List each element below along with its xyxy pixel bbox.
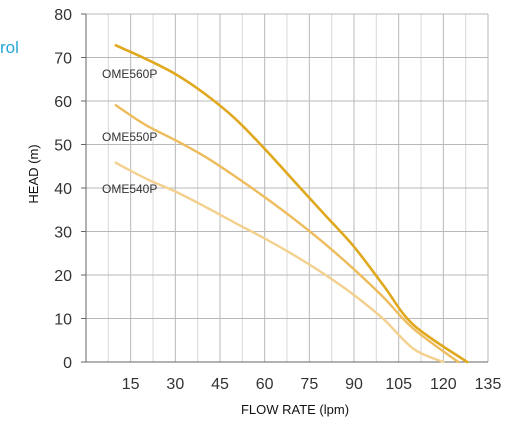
series-line-ome540p [114,161,445,364]
y-tick-label: 80 [54,7,72,24]
chart-labels: 0 10 20 30 40 50 60 70 80 15 30 45 60 75 90 105 120 135 OM… [54,7,501,393]
y-tick-label: 40 [54,181,72,198]
y-axis-title: HEAD (m) [26,144,41,203]
x-tick-label: 120 [430,376,457,393]
x-tick-label: 15 [122,376,140,393]
chart-series [114,44,469,364]
x-tick-label: 90 [345,376,363,393]
y-tick-label: 30 [54,225,72,242]
x-tick-label: 45 [211,376,229,393]
x-tick-label: 30 [166,376,184,393]
y-tick-label: 0 [63,355,72,372]
x-axis-title: FLOW RATE (lpm) [241,402,349,417]
chart-axes [81,13,488,363]
series-line-ome550p [114,104,460,364]
series-line-ome560p [114,44,469,364]
page-title-fragment: rol [0,38,19,57]
x-tick-label: 105 [385,376,412,393]
y-tick-label: 50 [54,138,72,155]
series-label: OME540P [102,182,157,196]
y-tick-label: 70 [54,51,72,68]
x-tick-label: 60 [256,376,274,393]
y-tick-label: 10 [54,312,72,329]
y-tick-label: 20 [54,268,72,285]
chart-grid [86,13,489,363]
y-tick-label: 60 [54,94,72,111]
x-tick-label: 135 [475,376,502,393]
x-tick-label: 75 [300,376,318,393]
series-label: OME550P [102,130,157,144]
series-label: OME560P [102,67,157,81]
